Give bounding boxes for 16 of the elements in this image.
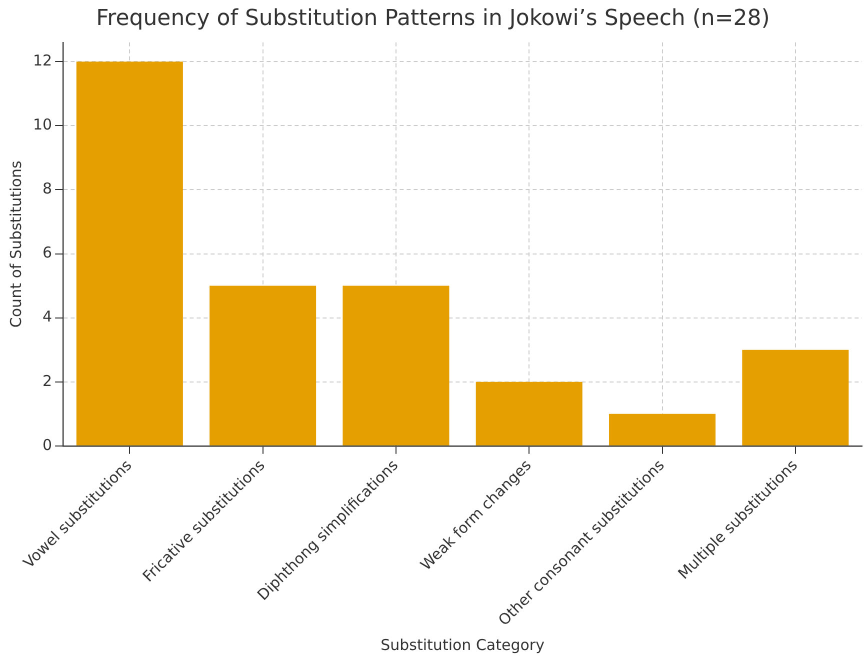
bar xyxy=(342,286,450,446)
y-tick-label: 6 xyxy=(42,244,52,262)
y-tick-label: 10 xyxy=(32,116,52,134)
bar xyxy=(210,286,316,446)
bar xyxy=(76,62,183,446)
y-tick-label: 2 xyxy=(42,372,52,390)
y-tick-label: 0 xyxy=(42,436,52,454)
bar xyxy=(742,350,849,446)
y-tick-label: 8 xyxy=(42,180,52,198)
y-tick-label: 4 xyxy=(42,308,52,326)
x-axis-title: Substitution Category xyxy=(380,636,545,654)
y-axis-title: Count of Substitutions xyxy=(6,160,25,328)
y-tick-label: 12 xyxy=(32,52,52,70)
bar xyxy=(476,382,582,446)
bar xyxy=(609,414,716,446)
chart-title: Frequency of Substitution Patterns in Jokowi’s Speech (n=28) xyxy=(96,6,770,31)
